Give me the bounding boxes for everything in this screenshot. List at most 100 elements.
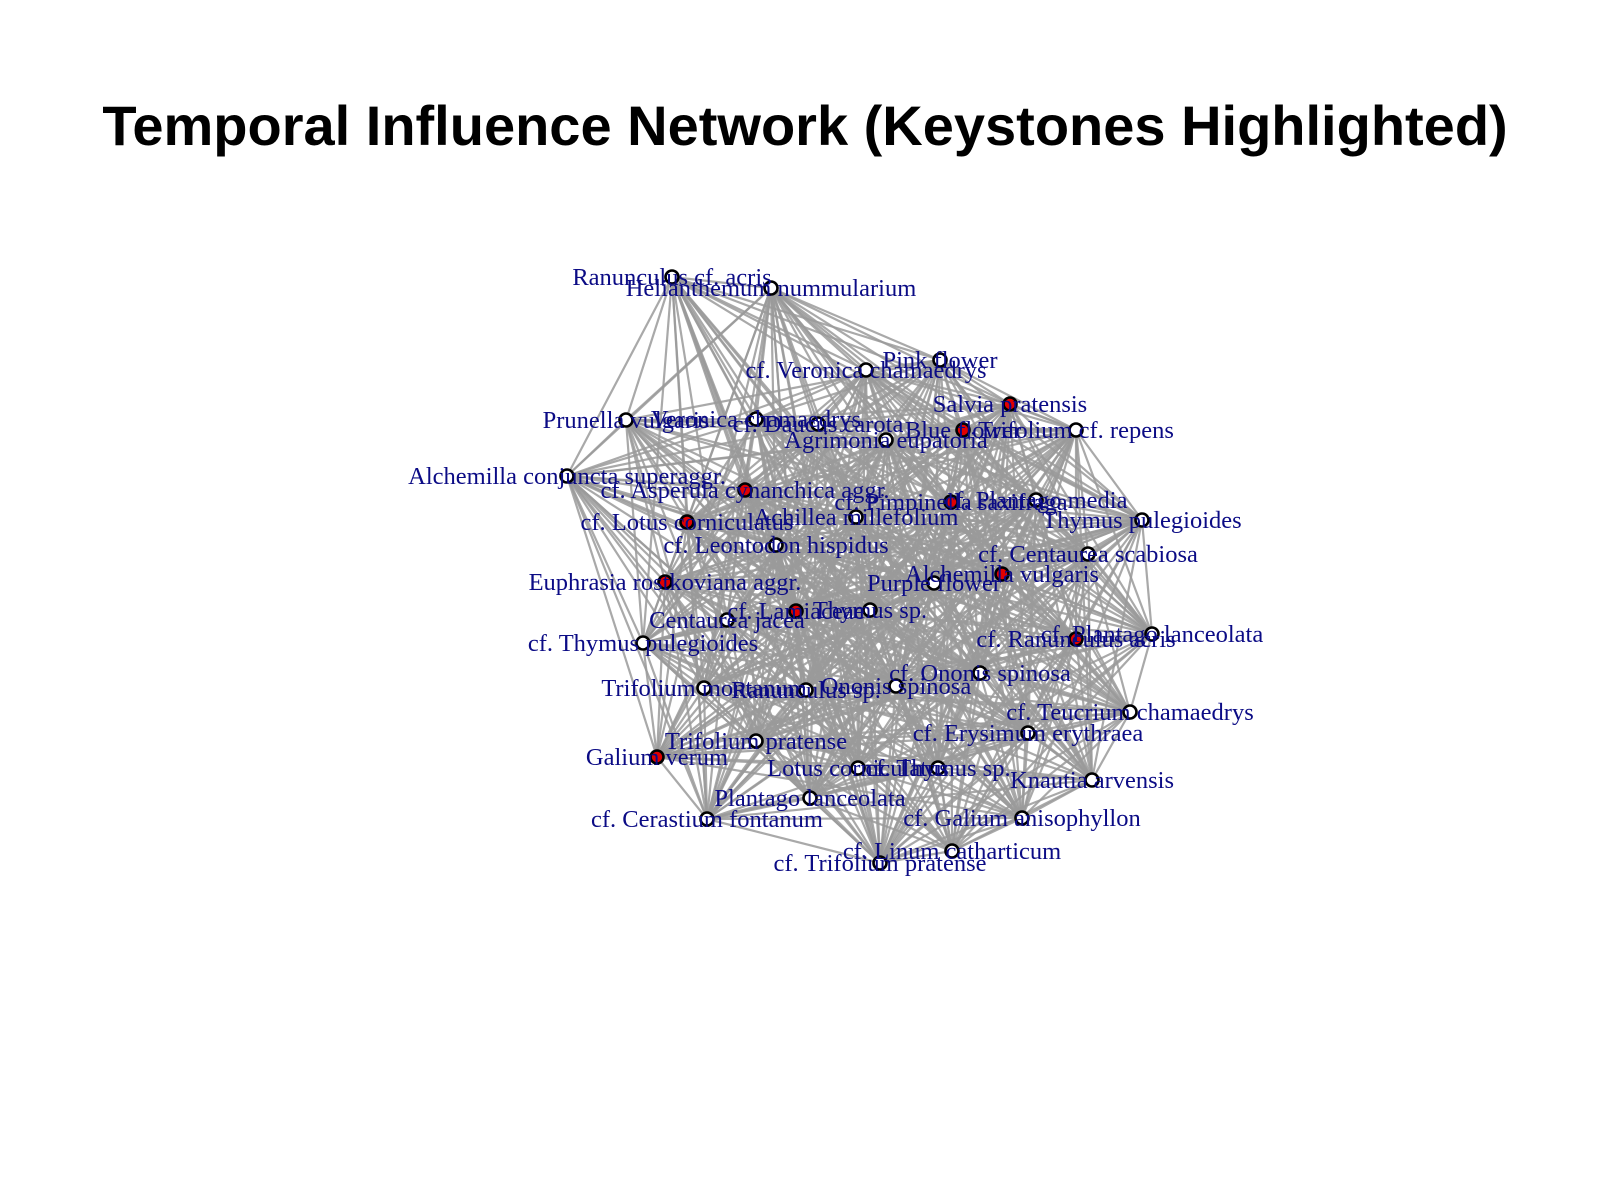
edge: [1075, 632, 1153, 641]
edge: [895, 684, 1131, 714]
edge: [885, 438, 1143, 522]
edge: [770, 286, 941, 362]
species-node: [872, 855, 888, 871]
species-node: [618, 412, 634, 428]
edge: [885, 439, 1089, 555]
edge: [855, 498, 1037, 519]
keystone-node: [788, 603, 804, 619]
edge: [775, 518, 1143, 547]
species-node: [850, 760, 866, 776]
edge: [671, 275, 772, 290]
species-node: [862, 602, 878, 618]
edge: [1074, 429, 1154, 635]
species-node: [944, 843, 960, 859]
species-node: [768, 537, 784, 553]
species-node: [926, 575, 942, 591]
edge: [655, 521, 689, 758]
edge: [895, 684, 1029, 735]
edge: [566, 276, 673, 477]
edge: [706, 778, 1093, 821]
edge: [566, 422, 819, 478]
edge: [795, 609, 1153, 636]
species-node: [932, 352, 948, 368]
edge: [809, 797, 881, 864]
edge: [1001, 572, 1153, 636]
edge: [854, 516, 898, 687]
edge: [894, 582, 936, 687]
species-node: [664, 269, 680, 285]
keystone-node: [1068, 631, 1084, 647]
edge: [805, 688, 1131, 714]
edge: [1091, 711, 1131, 781]
species-node: [748, 733, 764, 749]
edge: [702, 619, 729, 689]
edge: [795, 610, 1023, 819]
edge: [725, 619, 758, 742]
edge: [865, 368, 1011, 406]
node-label: cf. Ononis spinosa: [889, 660, 1071, 687]
edge: [726, 618, 1077, 641]
edge: [656, 756, 708, 820]
node-label: Trifolium pratense: [665, 728, 847, 755]
edge: [703, 687, 859, 769]
edge: [865, 368, 1077, 432]
edge: [706, 796, 811, 821]
species-node: [848, 509, 864, 525]
edge: [979, 672, 1093, 781]
node-label: cf. Cerastium fontanum: [591, 806, 823, 833]
node-label: Knautia arvensis: [1010, 767, 1174, 794]
edge: [951, 732, 1029, 852]
node-label: Ranunculus cf. acris: [572, 264, 771, 291]
edge: [642, 618, 728, 645]
edge: [726, 619, 939, 769]
edge: [664, 580, 797, 613]
edge: [795, 610, 897, 687]
node-label: cf. Thymus pulegioides: [528, 630, 758, 657]
node-label: Salvia pratensis: [933, 391, 1087, 418]
species-node: [972, 665, 988, 681]
edge: [705, 619, 729, 820]
edge: [686, 518, 1143, 524]
node-label: Helianthemum nummularium: [626, 275, 917, 302]
edge: [817, 402, 1011, 426]
node-label: Purple flower: [867, 570, 1001, 597]
edge: [795, 499, 1037, 612]
edge: [939, 359, 1011, 405]
edge-layer: [565, 275, 1154, 865]
species-node: [1028, 492, 1044, 508]
edge: [879, 633, 1153, 864]
edge: [726, 516, 857, 621]
node-layer: [559, 269, 1160, 871]
edge: [879, 816, 1023, 865]
species-node: [878, 432, 894, 448]
keystone-node: [679, 514, 695, 530]
edge: [817, 422, 887, 442]
edge: [656, 731, 1029, 759]
node-label: Veronica chamaedrys: [651, 406, 861, 433]
node-label: Pink flower: [883, 347, 998, 374]
edge: [879, 553, 1089, 864]
edge: [664, 552, 1089, 584]
figure-title: Temporal Influence Network (Keystones Hi…: [102, 94, 1507, 157]
edge: [865, 369, 1089, 555]
edge: [656, 755, 1023, 820]
edge: [1035, 499, 1153, 635]
edge: [950, 501, 1003, 575]
edge: [686, 489, 746, 523]
edge: [879, 711, 1131, 864]
keystone-node: [649, 749, 665, 765]
edge: [656, 688, 807, 759]
edge: [951, 817, 1023, 852]
edge: [885, 438, 1037, 502]
edge: [936, 767, 954, 852]
edge: [939, 359, 1077, 431]
species-node: [798, 682, 814, 698]
edge: [879, 767, 939, 864]
edge: [755, 368, 867, 421]
edge: [755, 402, 1011, 421]
edge: [685, 521, 729, 621]
node-label: cf. Veronica chamaedrys: [745, 357, 986, 384]
node-label: Centaurea jacea: [649, 607, 805, 634]
species-node: [810, 416, 826, 432]
